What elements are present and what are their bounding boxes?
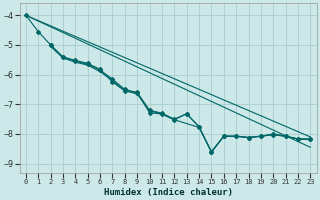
X-axis label: Humidex (Indice chaleur): Humidex (Indice chaleur) [104,188,233,197]
